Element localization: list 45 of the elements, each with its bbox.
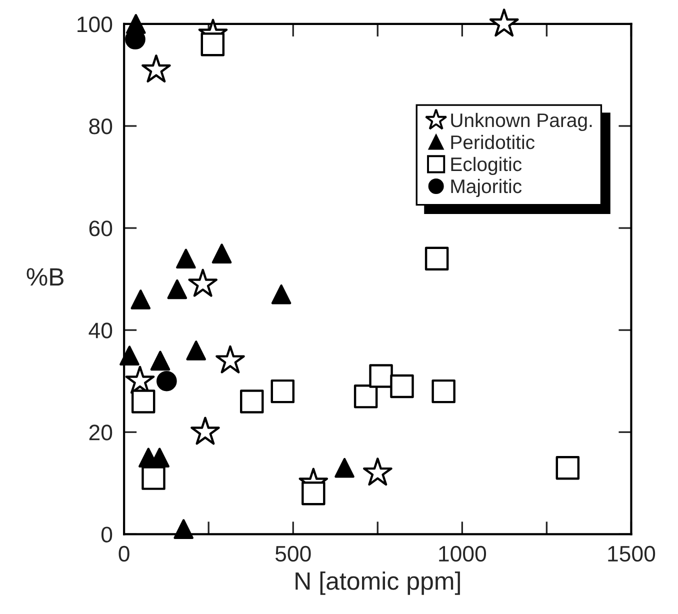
y-axis-title: %B	[26, 268, 64, 286]
legend-label: Majoritic	[451, 178, 522, 198]
point	[142, 466, 166, 490]
point	[270, 379, 295, 404]
point	[200, 32, 225, 56]
x-tick-label: 1000	[439, 546, 486, 562]
point	[390, 374, 414, 398]
y-tick-label: 100	[78, 16, 112, 32]
point	[131, 390, 156, 414]
point	[167, 279, 188, 300]
point	[489, 8, 519, 37]
point	[432, 379, 456, 404]
y-tick-label: 40	[88, 322, 112, 338]
point	[156, 370, 177, 392]
point	[424, 246, 449, 271]
point	[176, 248, 196, 269]
x-tick-label: 1500	[608, 546, 656, 562]
x-axis-title: N [atomic ppm]	[296, 572, 460, 595]
point	[354, 384, 378, 408]
x-tick-label: 500	[275, 546, 311, 562]
x-tick-label: 0	[118, 546, 130, 562]
point	[125, 366, 155, 394]
y-tick-label: 20	[89, 424, 112, 440]
point	[174, 519, 194, 539]
point	[334, 458, 354, 478]
point	[212, 244, 232, 264]
point	[142, 54, 171, 82]
point	[186, 340, 206, 360]
point	[240, 390, 264, 414]
legend-label: Unknown Parag.	[451, 112, 592, 132]
legend-label: Peridotitic	[451, 134, 535, 150]
y-tick-label: 60	[89, 220, 112, 236]
point	[190, 416, 220, 445]
point	[188, 268, 218, 297]
point	[120, 346, 140, 366]
y-tick-label: 0	[101, 526, 112, 542]
point	[216, 345, 245, 374]
point	[130, 290, 151, 310]
point	[556, 456, 580, 480]
point	[302, 481, 326, 506]
point	[271, 284, 292, 304]
y-tick-label: 80	[89, 118, 112, 134]
point	[150, 350, 170, 371]
point	[363, 458, 392, 486]
legend-label: Eclogitic	[451, 156, 522, 176]
